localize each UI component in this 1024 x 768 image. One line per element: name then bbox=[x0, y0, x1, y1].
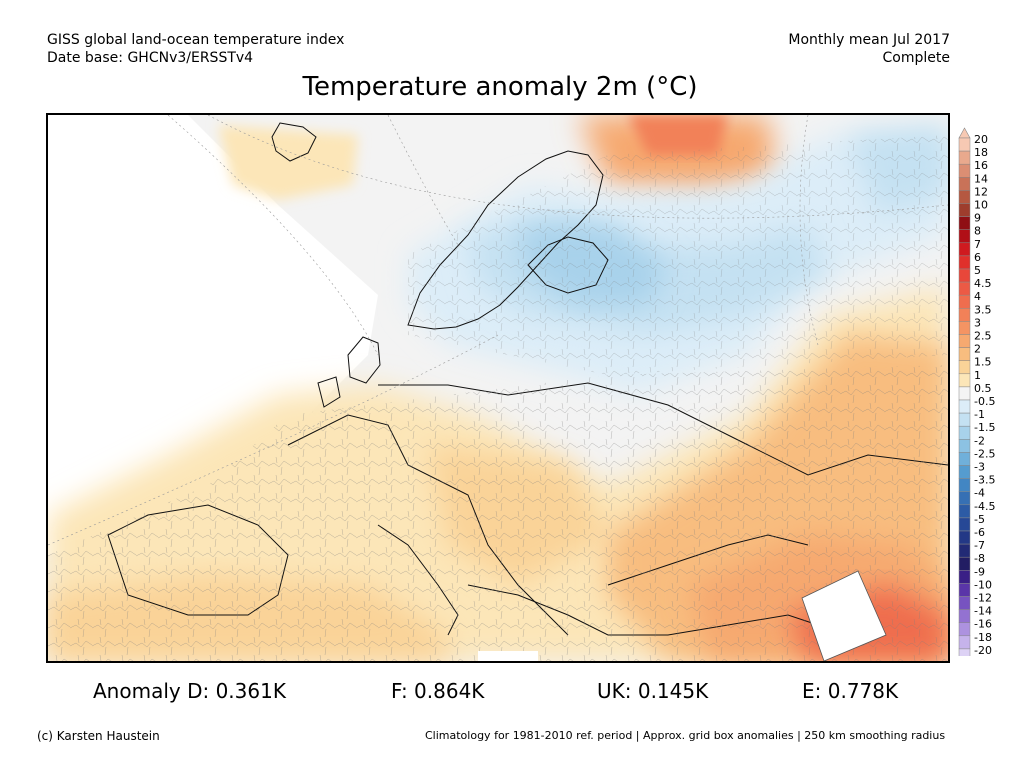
legend-label: -14 bbox=[974, 605, 992, 618]
legend-swatch bbox=[958, 137, 971, 152]
legend-swatch bbox=[958, 543, 971, 558]
legend-swatch bbox=[958, 399, 971, 414]
legend-label: 0.5 bbox=[974, 382, 992, 395]
legend-label: 20 bbox=[974, 133, 988, 146]
legend-swatch bbox=[958, 609, 971, 623]
no-data-region bbox=[48, 115, 378, 555]
legend-swatch bbox=[958, 517, 971, 532]
legend-swatch bbox=[958, 530, 971, 545]
legend-swatch bbox=[958, 347, 971, 361]
legend-swatch bbox=[958, 412, 971, 427]
anomaly-e: E: 0.778K bbox=[802, 679, 899, 703]
legend-swatch bbox=[958, 163, 971, 178]
legend-label: 6 bbox=[974, 251, 981, 264]
legend-swatch bbox=[958, 334, 971, 348]
legend-label: -4.5 bbox=[974, 500, 995, 513]
legend-swatch bbox=[958, 478, 971, 492]
legend-label: -9 bbox=[974, 565, 985, 578]
legend-label: -0.5 bbox=[974, 395, 995, 408]
legend-label: 4 bbox=[974, 290, 981, 303]
legend-label: 8 bbox=[974, 225, 981, 238]
borders-texture bbox=[48, 135, 948, 661]
anomaly-d: Anomaly D: 0.361K bbox=[93, 679, 286, 703]
footer-note: Climatology for 1981-2010 ref. period | … bbox=[425, 729, 946, 742]
legend-swatch bbox=[958, 570, 971, 584]
legend-swatch bbox=[958, 216, 971, 230]
legend-label: -20 bbox=[974, 644, 992, 656]
legend-swatch bbox=[958, 452, 971, 466]
legend-label: 4.5 bbox=[974, 277, 992, 290]
legend-swatch bbox=[958, 373, 971, 388]
graticule bbox=[48, 115, 948, 546]
legend-swatch bbox=[958, 425, 971, 440]
legend-label: 5 bbox=[974, 264, 981, 277]
legend-swatch bbox=[958, 622, 971, 637]
legend-label: 1.5 bbox=[974, 356, 992, 369]
color-legend: 20 18 16 14 12 10 9 8 7 6 5 4.5 4 3.5 3 2.5 2 1.5 1 0.5 -0.5… bbox=[956, 126, 1016, 673]
legend-label: 14 bbox=[974, 172, 988, 185]
legend-label: -3 bbox=[974, 461, 985, 474]
legend-swatch bbox=[958, 491, 971, 506]
header-source: GISS global land-ocean temperature index bbox=[47, 32, 345, 48]
legend-swatch bbox=[958, 635, 971, 650]
legend-swatch bbox=[958, 229, 971, 244]
legend-label: 2 bbox=[974, 343, 981, 356]
legend-swatch bbox=[958, 360, 971, 375]
legend-label: 7 bbox=[974, 238, 981, 251]
legend-label: -3.5 bbox=[974, 474, 995, 487]
legend-swatch bbox=[958, 596, 971, 610]
legend-label: -16 bbox=[974, 618, 992, 631]
legend-label: -4 bbox=[974, 487, 985, 500]
anomaly-f: F: 0.864K bbox=[391, 679, 485, 703]
legend-label: 18 bbox=[974, 146, 988, 159]
legend-swatch bbox=[958, 177, 971, 191]
legend-swatch bbox=[958, 321, 971, 335]
legend-label: -6 bbox=[974, 526, 985, 539]
legend-swatch bbox=[958, 203, 971, 217]
legend-label: -18 bbox=[974, 631, 992, 644]
legend-label: 10 bbox=[974, 199, 988, 212]
legend-swatch bbox=[958, 583, 971, 597]
legend-swatch bbox=[958, 465, 971, 479]
legend-swatch bbox=[958, 242, 971, 257]
legend-label: -12 bbox=[974, 592, 992, 605]
copyright: (c) Karsten Haustein bbox=[37, 729, 160, 743]
legend-label: -8 bbox=[974, 552, 985, 565]
legend-label: -5 bbox=[974, 513, 985, 526]
header-database: Date base: GHCNv3/ERSSTv4 bbox=[47, 50, 254, 66]
legend-arrow-top bbox=[958, 127, 971, 139]
legend-label: -2 bbox=[974, 434, 985, 447]
legend-swatch bbox=[958, 648, 971, 663]
legend-label: 3 bbox=[974, 316, 981, 329]
legend-label: 1 bbox=[974, 369, 981, 382]
legend-swatch bbox=[958, 281, 971, 296]
page-title: Temperature anomaly 2m (°C) bbox=[302, 72, 698, 102]
legend-swatch bbox=[958, 294, 971, 309]
legend-swatch bbox=[958, 150, 971, 165]
legend-swatch bbox=[958, 386, 971, 401]
anomaly-uk: UK: 0.145K bbox=[597, 679, 709, 703]
legend-label: 2.5 bbox=[974, 330, 992, 343]
legend-label: 16 bbox=[974, 159, 988, 172]
legend-label: -2.5 bbox=[974, 447, 995, 460]
legend-label: 3.5 bbox=[974, 303, 992, 316]
legend-swatch bbox=[958, 504, 971, 519]
legend-label: -1.5 bbox=[974, 421, 995, 434]
legend-swatch bbox=[958, 556, 971, 571]
header-status: Complete bbox=[882, 50, 950, 66]
legend-swatch bbox=[958, 308, 971, 322]
no-data-box bbox=[478, 570, 887, 661]
header-period: Monthly mean Jul 2017 bbox=[788, 32, 950, 48]
legend-label: 12 bbox=[974, 185, 988, 198]
legend-label: -7 bbox=[974, 539, 985, 552]
legend-swatch bbox=[958, 255, 971, 270]
legend-label: -10 bbox=[974, 578, 992, 591]
legend-swatch bbox=[958, 439, 971, 453]
legend-swatch bbox=[958, 190, 971, 204]
legend-label: 9 bbox=[974, 212, 981, 225]
legend-label: -1 bbox=[974, 408, 985, 421]
legend-swatch bbox=[958, 268, 971, 283]
anomaly-map bbox=[46, 113, 950, 663]
